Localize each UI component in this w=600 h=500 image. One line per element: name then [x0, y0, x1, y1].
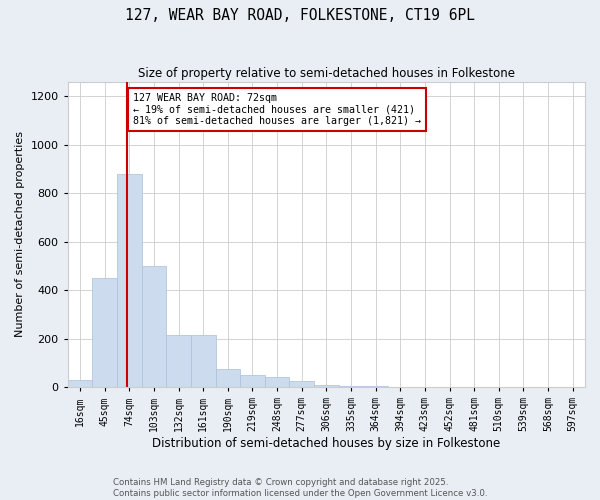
Text: Contains HM Land Registry data © Crown copyright and database right 2025.
Contai: Contains HM Land Registry data © Crown c… [113, 478, 487, 498]
Bar [314, 384, 338, 387]
Bar [142, 266, 166, 387]
Text: 127, WEAR BAY ROAD, FOLKESTONE, CT19 6PL: 127, WEAR BAY ROAD, FOLKESTONE, CT19 6PL [125, 8, 475, 22]
Bar [240, 375, 265, 387]
Bar [117, 174, 142, 387]
Bar [92, 278, 117, 387]
X-axis label: Distribution of semi-detached houses by size in Folkestone: Distribution of semi-detached houses by … [152, 437, 500, 450]
Text: 127 WEAR BAY ROAD: 72sqm
← 19% of semi-detached houses are smaller (421)
81% of : 127 WEAR BAY ROAD: 72sqm ← 19% of semi-d… [133, 92, 421, 126]
Bar [215, 369, 240, 387]
Bar [364, 386, 388, 387]
Bar [289, 381, 314, 387]
Bar [265, 378, 289, 387]
Bar [166, 335, 191, 387]
Bar [191, 335, 215, 387]
Y-axis label: Number of semi-detached properties: Number of semi-detached properties [15, 132, 25, 338]
Bar [338, 386, 364, 387]
Bar [68, 380, 92, 387]
Title: Size of property relative to semi-detached houses in Folkestone: Size of property relative to semi-detach… [138, 68, 515, 80]
